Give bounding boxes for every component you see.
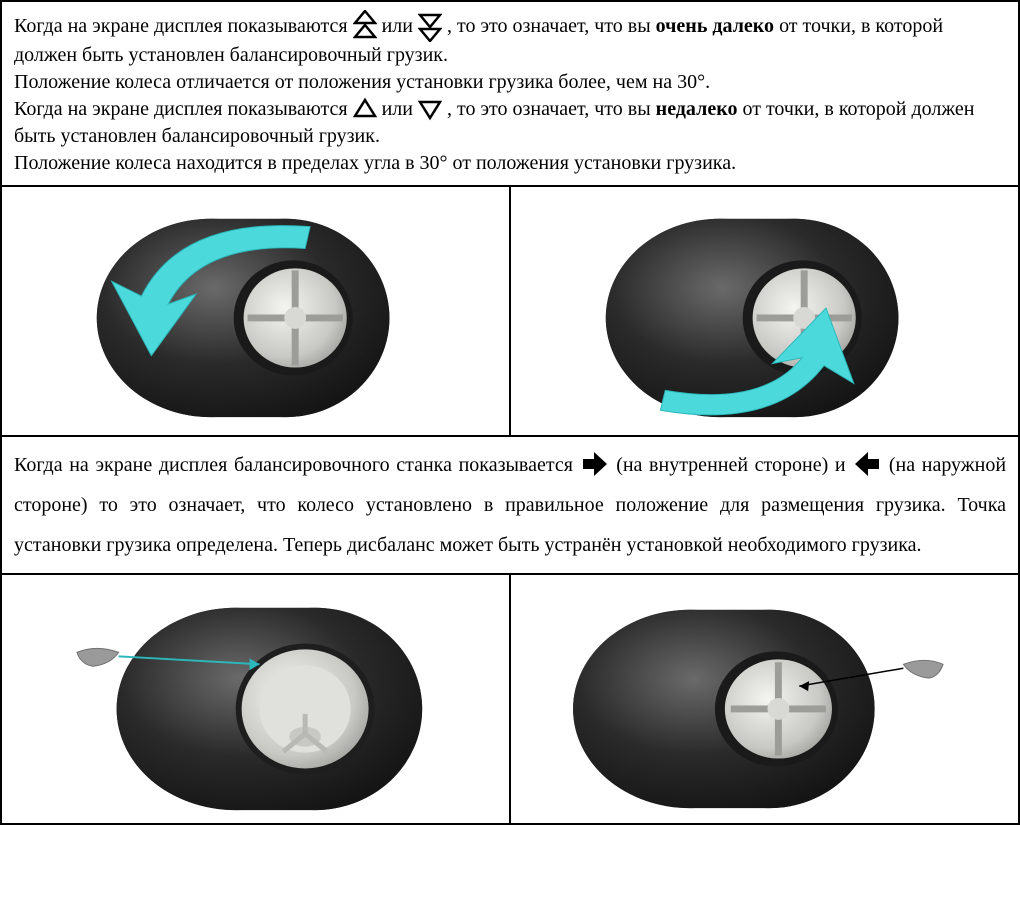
text: (на внутренней стороне) и [616,454,852,476]
text: Когда на экране дисплея показываются [14,15,353,37]
text: Когда на экране дисплея балансировочного… [14,454,580,476]
figure-outer-weight [510,574,1019,824]
image-row-2 [1,574,1019,824]
text: или [382,15,418,37]
text-bold: очень далеко [656,15,774,37]
text-bold: недалеко [656,98,738,120]
figure-rotate-forward [1,186,510,436]
paragraph-4: Положение колеса находится в пределах уг… [14,150,1006,177]
figure-rotate-backward [510,186,1019,436]
figure-inner-weight [1,574,510,824]
text: , то это означает, что вы [447,98,656,120]
paragraph-1: Когда на экране дисплея показываются или… [14,10,1006,69]
paragraph-2: Положение колеса отличается от положения… [14,69,1006,96]
triangle-down-icon [418,97,442,121]
instruction-block-1: Когда на экране дисплея показываются или… [1,1,1019,186]
text: Когда на экране дисплея показываются [14,98,353,120]
text: , то это означает, что вы [447,15,656,37]
triangle-up-icon [353,97,377,121]
text: или [382,98,418,120]
arrow-right-icon [580,449,610,479]
paragraph: Когда на экране дисплея балансировочного… [14,445,1006,565]
paragraph-3: Когда на экране дисплея показываются или… [14,96,1006,150]
image-row-1 [1,186,1019,436]
instruction-block-2: Когда на экране дисплея балансировочного… [1,436,1019,574]
double-triangle-up-icon [353,10,377,42]
double-triangle-down-icon [418,10,442,42]
arrow-left-icon [852,449,882,479]
